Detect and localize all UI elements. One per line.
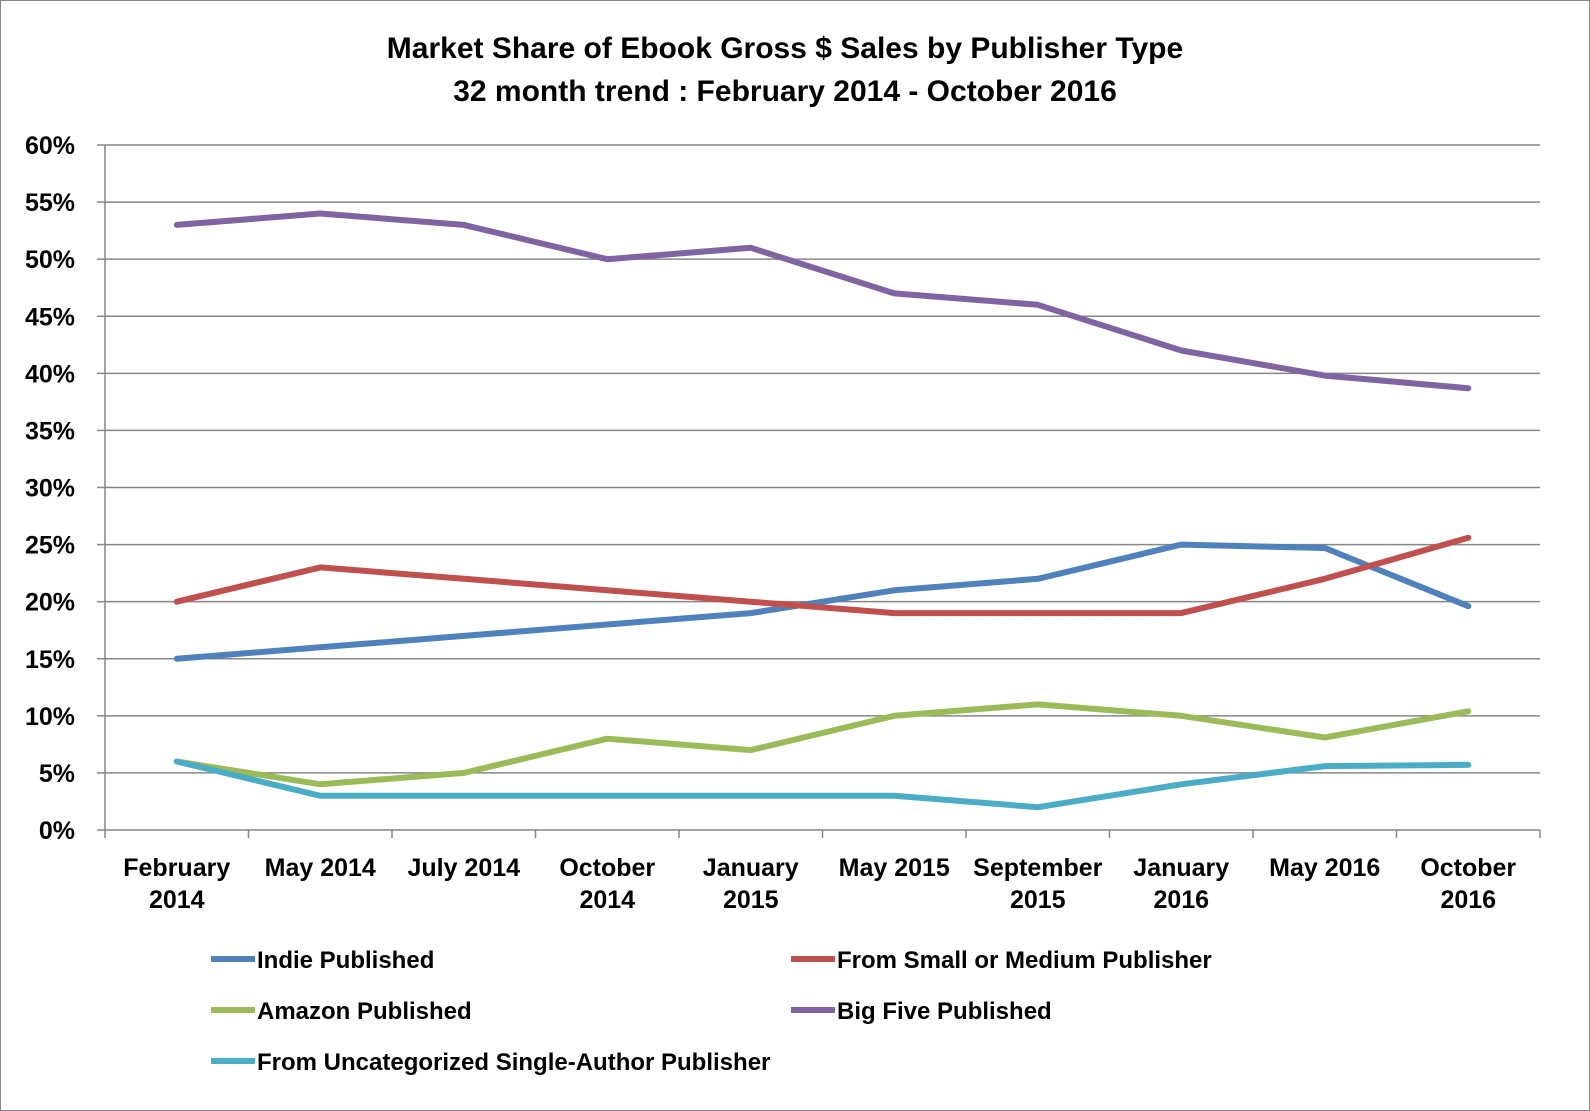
x-tick-label: July 2014	[407, 854, 520, 882]
x-tick-label: January 2015	[703, 854, 799, 914]
legend-label: Indie Published	[257, 947, 434, 974]
legend-label: Big Five Published	[837, 998, 1052, 1025]
x-tick-label: February 2014	[123, 854, 230, 914]
legend-item: Amazon Published	[211, 998, 472, 1025]
legend-label: From Small or Medium Publisher	[837, 947, 1212, 974]
chart-subtitle: 32 month trend : February 2014 - October…	[453, 75, 1117, 108]
series-line	[173, 534, 1472, 617]
y-axis-tick-labels: 0% 5% 10% 15% 20% 25% 30% 35% 40% 45% 50% 55% 60%	[25, 132, 75, 845]
y-tick-label: 25%	[25, 532, 75, 560]
x-tick-label: January 2016	[1133, 854, 1229, 914]
x-tick-label: October 2014	[559, 854, 655, 914]
x-tick-label: May 2016	[1269, 854, 1380, 882]
y-tick-label: 50%	[25, 246, 75, 274]
legend-item: From Uncategorized Single-Author Publish…	[211, 1049, 770, 1076]
y-tick-label: 35%	[25, 417, 75, 445]
y-tick-label: 5%	[39, 760, 75, 788]
y-tick-label: 40%	[25, 360, 75, 388]
x-tick-label: September 2015	[973, 854, 1102, 914]
series-lines	[173, 210, 1472, 811]
x-axis-tick-labels: February 2014 May 2014 July 2014 October 2014…	[123, 854, 1516, 914]
legend: Indie Published From Small or Medium Publ…	[211, 947, 1212, 1076]
series-line	[173, 541, 1472, 662]
x-tick-label: May 2014	[265, 854, 376, 882]
legend-item: Indie Published	[211, 947, 434, 974]
y-tick-label: 60%	[25, 132, 75, 160]
legend-item: Big Five Published	[791, 998, 1052, 1025]
legend-label: Amazon Published	[257, 998, 472, 1025]
legend-label: From Uncategorized Single-Author Publish…	[257, 1049, 770, 1076]
axes	[97, 144, 1541, 838]
y-tick-label: 30%	[25, 475, 75, 503]
y-tick-label: 20%	[25, 589, 75, 617]
series-line	[173, 758, 1472, 811]
x-tick-label: May 2015	[839, 854, 950, 882]
y-tick-label: 0%	[39, 817, 75, 845]
y-tick-label: 45%	[25, 303, 75, 331]
y-tick-label: 55%	[25, 189, 75, 217]
y-tick-label: 10%	[25, 703, 75, 731]
gridlines	[105, 144, 1540, 774]
series-line	[173, 701, 1472, 788]
chart-title: Market Share of Ebook Gross $ Sales by P…	[387, 32, 1183, 65]
legend-item: From Small or Medium Publisher	[791, 947, 1212, 974]
x-tick-label: October 2016	[1420, 854, 1516, 914]
series-line	[173, 210, 1472, 392]
y-tick-label: 15%	[25, 646, 75, 674]
